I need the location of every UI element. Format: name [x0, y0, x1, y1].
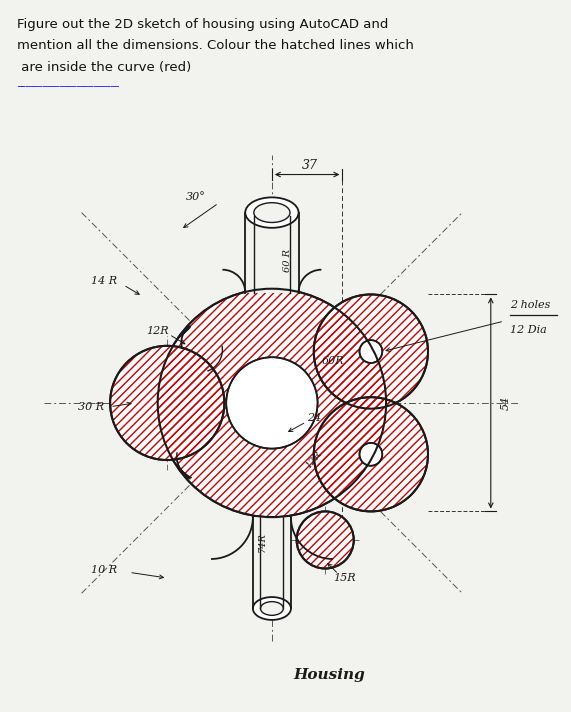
- Circle shape: [226, 357, 317, 449]
- Circle shape: [360, 340, 383, 363]
- Circle shape: [158, 289, 386, 517]
- Text: 74R: 74R: [258, 532, 267, 552]
- Text: 30 R: 30 R: [78, 402, 104, 412]
- Circle shape: [360, 443, 383, 466]
- Circle shape: [297, 511, 354, 568]
- Text: 12R: 12R: [146, 325, 169, 335]
- Text: 12R: 12R: [304, 449, 324, 471]
- Circle shape: [314, 397, 428, 511]
- Text: 2 holes: 2 holes: [510, 300, 550, 310]
- Text: 60 R: 60 R: [283, 248, 292, 272]
- Text: Figure out the 2D sketch of housing using AutoCAD and: Figure out the 2D sketch of housing usin…: [17, 18, 388, 31]
- Text: 24: 24: [307, 413, 321, 423]
- Circle shape: [110, 346, 224, 460]
- Text: ________________________: ________________________: [17, 78, 119, 88]
- Text: mention all the dimensions. Colour the hatched lines which: mention all the dimensions. Colour the h…: [17, 39, 414, 52]
- Ellipse shape: [246, 197, 299, 228]
- Text: are inside the curve (red): are inside the curve (red): [17, 61, 191, 73]
- Text: 54: 54: [501, 396, 511, 410]
- Text: 15R: 15R: [333, 573, 356, 583]
- Bar: [253, 517, 291, 609]
- Text: 30°: 30°: [186, 192, 206, 202]
- Ellipse shape: [254, 203, 290, 222]
- Circle shape: [314, 295, 428, 409]
- Ellipse shape: [253, 597, 291, 620]
- Text: 37: 37: [302, 159, 318, 172]
- Text: 10 R: 10 R: [91, 565, 118, 575]
- Text: 12 Dia: 12 Dia: [510, 325, 546, 335]
- Text: Housing: Housing: [293, 668, 365, 682]
- Text: 14 R: 14 R: [91, 276, 118, 286]
- Ellipse shape: [260, 602, 283, 615]
- Bar: [246, 213, 299, 293]
- Text: 60R: 60R: [321, 356, 344, 366]
